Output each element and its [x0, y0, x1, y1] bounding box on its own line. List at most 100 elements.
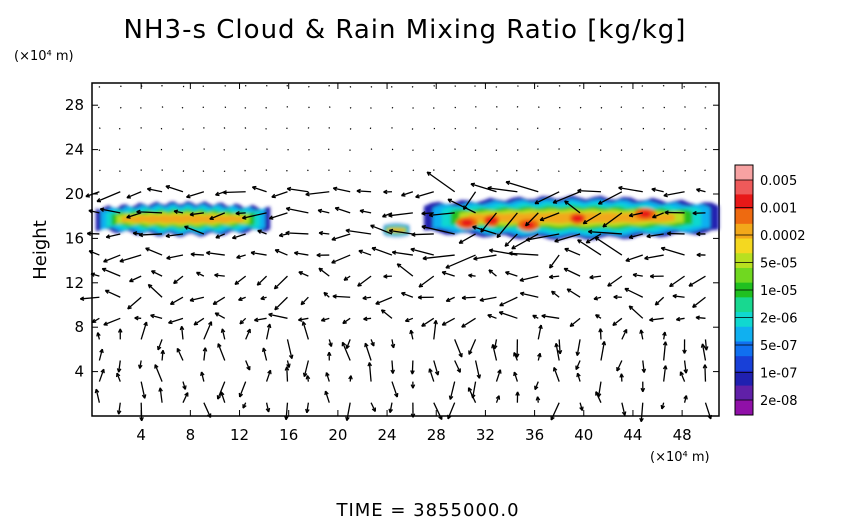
wind-arrow: [332, 186, 351, 193]
wind-arrow: [421, 317, 435, 327]
wind-arrow: [582, 212, 602, 225]
wind-arrow: [96, 191, 121, 203]
wind-arrow: [575, 360, 581, 371]
colorbar-label: 2e-08: [760, 394, 798, 409]
cloud-field: [95, 195, 719, 241]
wind-arrow: [139, 107, 142, 109]
wind-arrow: [99, 169, 101, 172]
wind-arrow: [662, 341, 668, 361]
wind-arrow: [700, 343, 707, 361]
wind-arrow: [411, 232, 434, 237]
wind-arrow: [624, 287, 644, 298]
wind-arrow: [401, 191, 414, 197]
wind-arrow: [692, 210, 706, 216]
wind-arrow: [576, 372, 581, 382]
wind-arrow: [488, 269, 497, 277]
wind-arrow: [189, 296, 205, 303]
wind-arrow: [488, 248, 518, 256]
x-tick-label: 24: [378, 426, 397, 444]
wind-arrow: [662, 170, 665, 173]
wind-arrow: [369, 127, 372, 130]
wind-arrow: [362, 295, 372, 301]
colorbar-swatch: [735, 165, 753, 181]
wind-arrow: [695, 315, 706, 321]
wind-arrow: [316, 252, 330, 258]
colorbar-swatch: [735, 385, 753, 401]
wind-arrow: [594, 236, 623, 256]
wind-arrow: [679, 371, 686, 382]
wind-arrow: [356, 188, 372, 194]
wind-arrow: [220, 328, 226, 340]
y-tick-label: 8: [74, 318, 84, 336]
wind-arrow: [613, 294, 622, 300]
wind-arrow: [595, 314, 602, 319]
wind-arrow: [448, 381, 456, 400]
wind-arrow: [349, 86, 352, 88]
wind-arrow: [166, 254, 184, 260]
wind-arrow: [445, 296, 455, 302]
wind-arrow: [404, 317, 414, 323]
wind-arrow: [286, 339, 294, 360]
wind-arrow: [265, 323, 272, 340]
wind-arrow: [103, 317, 121, 326]
wind-arrow: [642, 107, 645, 109]
wind-arrow: [182, 381, 187, 390]
wind-arrow: [552, 366, 560, 382]
wind-arrow: [261, 347, 268, 361]
wind-arrow: [662, 331, 667, 340]
wind-arrow: [632, 272, 643, 278]
wind-arrow: [98, 127, 101, 129]
wind-arrow: [91, 317, 100, 324]
wind-arrow: [646, 233, 664, 239]
x-tick-label: 12: [230, 426, 249, 444]
wind-arrow: [495, 369, 502, 382]
wind-arrow: [644, 254, 664, 261]
wind-arrow: [514, 339, 520, 358]
wind-arrow: [268, 312, 288, 319]
wind-arrow: [410, 360, 415, 375]
wind-arrow: [618, 185, 643, 193]
wind-arrow: [549, 254, 560, 269]
wind-arrow: [265, 369, 272, 382]
wind-arrow: [206, 250, 225, 256]
wind-arrow: [696, 187, 706, 193]
wind-arrow: [364, 342, 372, 361]
wind-arrow: [492, 339, 498, 350]
wind-arrow: [182, 170, 185, 172]
wind-arrow: [663, 148, 666, 151]
wind-arrow: [293, 250, 309, 256]
wind-arrow: [216, 381, 226, 400]
wind-arrow: [88, 208, 100, 214]
wind-arrow: [453, 169, 455, 172]
wind-arrow: [445, 254, 476, 269]
wind-arrow: [597, 191, 623, 205]
wind-arrow: [516, 149, 519, 151]
wind-arrow: [649, 317, 664, 323]
wind-arrow: [184, 225, 205, 235]
wind-arrow: [298, 317, 309, 322]
colorbar-swatch: [735, 194, 753, 210]
wind-arrow: [200, 371, 205, 382]
wind-arrow: [388, 402, 393, 414]
wind-arrow: [245, 328, 251, 340]
wind-arrow: [370, 224, 393, 235]
wind-arrow: [328, 339, 333, 348]
cloud-core-peak: [571, 214, 584, 222]
wind-arrow: [541, 313, 560, 319]
x-axis: 4 8 12 16 20 24 28 32 36 40 44 48: [136, 83, 692, 444]
wind-arrow: [536, 127, 539, 130]
wind-arrow: [651, 187, 664, 193]
wind-arrow: [496, 212, 518, 239]
wind-arrow: [639, 329, 644, 340]
wind-arrow: [683, 85, 686, 88]
colorbar-swatch: [735, 223, 753, 240]
wind-arrow: [515, 391, 520, 403]
wind-arrow: [428, 212, 455, 218]
wind-arrow: [245, 360, 251, 371]
wind-arrow: [305, 402, 310, 414]
wind-arrow: [704, 169, 706, 172]
wind-arrow: [220, 391, 226, 403]
y-axis-label: Height: [30, 220, 51, 280]
wind-arrow: [302, 360, 310, 378]
wind-arrow: [432, 149, 435, 151]
